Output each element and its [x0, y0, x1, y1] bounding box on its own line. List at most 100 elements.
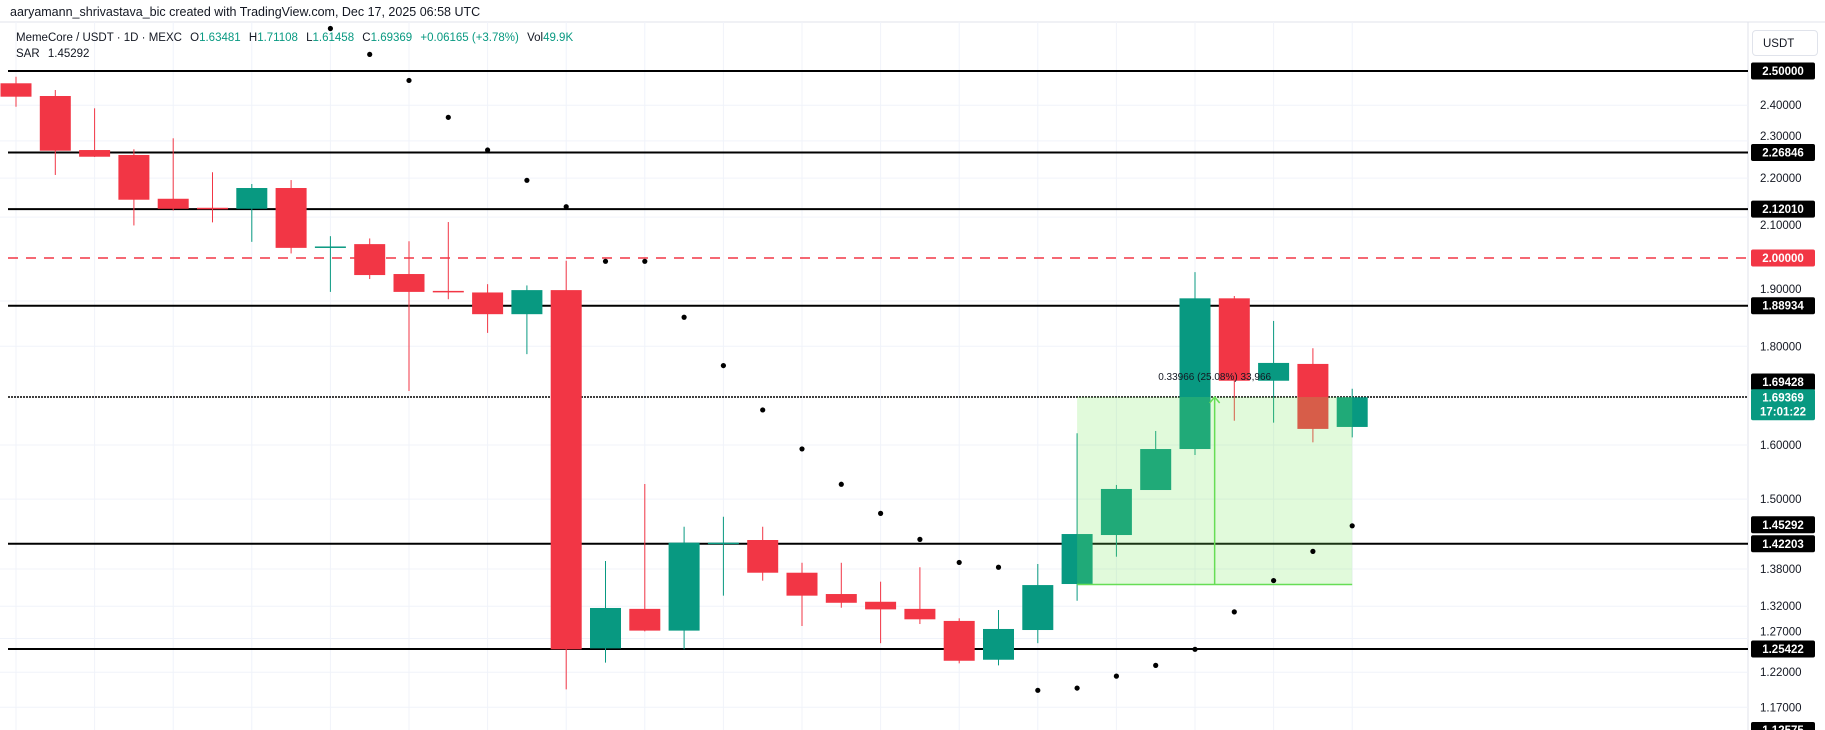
sar-dot	[681, 314, 687, 320]
y-axis-ticks: 2.40000 2.30000 2.20000 2.10000 1.90000 1.800…	[1760, 100, 1802, 714]
current-price-label: 1.69369	[1762, 392, 1804, 404]
sar-dot	[602, 258, 609, 264]
close-value: 1.69369	[370, 32, 413, 44]
level-price-label: 2.00000	[1762, 253, 1804, 265]
sar-price-label-bg	[1751, 516, 1815, 534]
candle-body	[354, 244, 386, 276]
sar-dot	[445, 114, 451, 120]
sar-dot	[1074, 685, 1080, 691]
measure-label: 0.33966 (25.08%) 33,966	[1158, 372, 1271, 383]
level-price-label: 1.25422	[1762, 644, 1804, 656]
candle-body	[865, 601, 897, 610]
y-tick-label: 2.20000	[1760, 173, 1802, 185]
sar-price-label: 1.45292	[1762, 520, 1804, 532]
candle-body	[983, 628, 1014, 660]
level-price-label: 2.26846	[1762, 147, 1804, 159]
y-tick-label: 1.38000	[1760, 564, 1802, 576]
candle-body	[1061, 534, 1093, 585]
bar-countdown: 17:01:22	[1760, 406, 1806, 418]
y-tick-label: 1.32000	[1760, 601, 1802, 613]
level-price-label-bg	[1751, 143, 1815, 161]
y-tick-label: 1.27000	[1760, 627, 1802, 639]
y-tick-label: 2.30000	[1760, 131, 1802, 143]
y-tick-label: 2.10000	[1760, 220, 1802, 232]
candle-body	[511, 290, 543, 315]
sar-dot	[1271, 577, 1277, 584]
low-label: L	[306, 32, 313, 44]
level-price-label: 2.12010	[1762, 204, 1804, 216]
symbol-name[interactable]: MemeCore / USDT · 1D · MEXC	[16, 32, 182, 44]
price-range-measure: 0.33966 (25.08%) 33,966	[1077, 372, 1353, 586]
volume-label: Vol	[527, 32, 544, 44]
candle-body	[629, 608, 661, 631]
candle-body	[707, 542, 739, 545]
low-value: 1.61458	[312, 32, 355, 44]
sar-dot	[642, 258, 648, 264]
sar-dot	[406, 77, 412, 84]
candle-body	[668, 542, 700, 631]
sar-dot	[1231, 609, 1237, 615]
sar-dot	[799, 446, 805, 452]
candle-body	[157, 198, 189, 209]
candle-body	[1179, 298, 1211, 450]
change-value: +0.06165 (+3.78%)	[420, 32, 519, 44]
level-price-label-bg	[1751, 373, 1815, 391]
sar-dot	[524, 177, 530, 183]
candle-body	[1258, 362, 1290, 381]
sar-dot	[956, 559, 962, 566]
candle-body	[275, 188, 307, 248]
open-label: O	[190, 32, 200, 44]
candle-body	[747, 539, 779, 573]
level-price-label: 1.88934	[1762, 301, 1804, 313]
candle-body	[1140, 449, 1172, 491]
bottom-price-label: 1.12575	[1762, 725, 1804, 730]
sar-dot	[838, 481, 844, 487]
candle-body	[432, 290, 464, 293]
indicator-name[interactable]: SAR	[16, 48, 40, 60]
candle-body	[1218, 298, 1250, 381]
candle-body	[393, 274, 425, 292]
sar-dot	[1349, 523, 1355, 529]
sar-dot	[1035, 687, 1041, 693]
candle-body	[118, 154, 150, 200]
candles	[0, 76, 1368, 690]
open-value: 1.63481	[199, 32, 241, 44]
candle-body	[79, 150, 111, 157]
candle-body	[472, 292, 504, 315]
level-price-label-bg	[1751, 249, 1815, 267]
sar-dot	[485, 147, 491, 153]
high-value: 1.71108	[257, 32, 298, 44]
candle-body	[1297, 363, 1329, 429]
candle-body	[825, 594, 857, 603]
sar-dot	[327, 25, 333, 32]
candle-body	[786, 572, 818, 596]
sar-dot	[760, 407, 766, 413]
candle-body	[0, 83, 32, 97]
candle-body	[1022, 585, 1054, 631]
candle-body	[1336, 397, 1368, 427]
candle-body	[590, 607, 621, 649]
sar-dot	[1113, 673, 1119, 679]
bottom-price-label-bg	[1751, 722, 1815, 730]
sar-dot	[720, 362, 727, 369]
y-tick-label: 1.50000	[1760, 494, 1802, 506]
level-price-label-bg	[1751, 200, 1815, 218]
attribution-text: aaryamann_shrivastava_bic created with T…	[10, 5, 481, 19]
candle-body	[314, 246, 346, 248]
currency-unit-button[interactable]: USDT	[1752, 30, 1818, 56]
sar-dot	[367, 51, 373, 58]
y-tick-label: 1.80000	[1760, 341, 1802, 353]
arrow-up-icon	[1209, 395, 1221, 404]
sar-dot	[1310, 548, 1316, 554]
candle-body	[39, 96, 71, 151]
sar-dots	[327, 25, 1355, 693]
sar-dot	[878, 510, 884, 516]
candle-body	[197, 207, 228, 210]
current-price-label-bg	[1751, 389, 1815, 421]
symbol-legend: MemeCore / USDT · 1D · MEXC O1.63481 H1.…	[16, 30, 578, 62]
sar-dot	[917, 536, 923, 542]
candle-body	[1100, 488, 1132, 536]
y-tick-label: 2.40000	[1760, 100, 1802, 112]
sar-dot	[1192, 646, 1198, 652]
